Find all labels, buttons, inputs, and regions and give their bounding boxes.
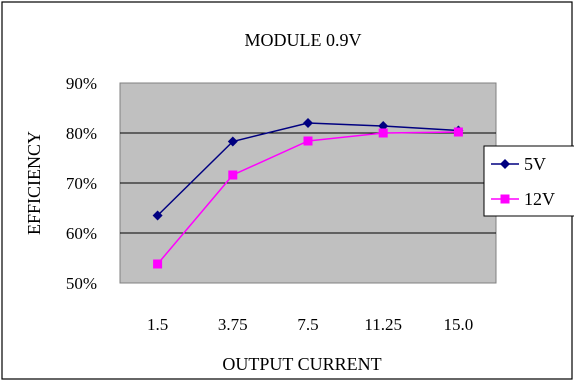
- y-tick-label: 90%: [66, 74, 97, 93]
- legend-label: 5V: [524, 154, 546, 174]
- series-12v: [153, 127, 463, 269]
- y-axis-label: EFFICIENCY: [24, 131, 44, 235]
- data-point: [228, 170, 238, 180]
- x-tick-label: 15.0: [444, 315, 474, 334]
- data-point: [303, 118, 313, 128]
- x-axis-label: OUTPUT CURRENT: [222, 354, 381, 374]
- legend-box: [483, 145, 574, 217]
- legend: 5V 12V: [483, 145, 574, 217]
- x-tick-label: 1.5: [147, 315, 168, 334]
- y-tick-label: 50%: [66, 274, 97, 293]
- data-point: [153, 259, 163, 269]
- legend-marker: [500, 159, 510, 169]
- series-layer: [152, 118, 464, 269]
- legend-marker: [500, 194, 510, 204]
- y-axis-ticks: 50% 60% 70% 80% 90%: [66, 74, 97, 293]
- x-tick-label: 11.25: [364, 315, 402, 334]
- chart-title: MODULE 0.9V: [245, 30, 362, 50]
- y-tick-label: 70%: [66, 174, 97, 193]
- x-axis-ticks: 1.5 3.75 7.5 11.25 15.0: [147, 315, 473, 334]
- data-point: [453, 127, 463, 137]
- data-point: [227, 136, 238, 147]
- data-point: [303, 136, 313, 146]
- data-point: [152, 210, 163, 221]
- legend-label: 12V: [524, 189, 555, 209]
- y-tick-label: 80%: [66, 124, 97, 143]
- data-point: [378, 128, 388, 138]
- x-tick-label: 7.5: [297, 315, 318, 334]
- x-tick-label: 3.75: [218, 315, 248, 334]
- y-tick-label: 60%: [66, 224, 97, 243]
